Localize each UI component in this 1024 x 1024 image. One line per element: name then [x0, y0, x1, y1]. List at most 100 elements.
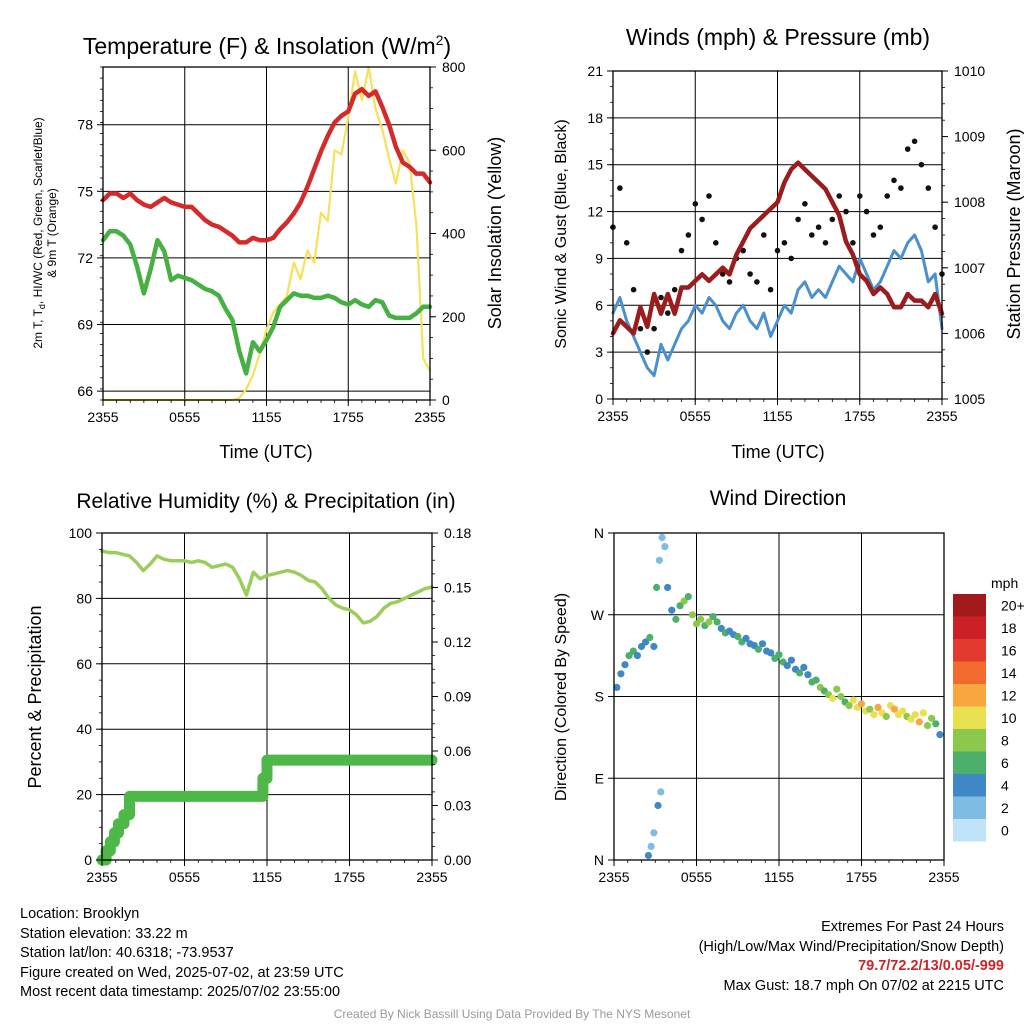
- direction-point: [849, 696, 857, 704]
- y-tick-label: 80: [76, 590, 92, 606]
- x-tick-label: 1155: [764, 869, 794, 885]
- extremes-info: Extremes For Past 24 Hours (High/Low/Max…: [699, 918, 1004, 996]
- y-tick-label: 6: [595, 297, 603, 313]
- colorbar-title: mph: [991, 575, 1018, 591]
- colorbar-swatch: [953, 751, 986, 774]
- precipitation-line: [96, 754, 438, 866]
- gust-point: [843, 208, 849, 215]
- y-tick-label: E: [595, 770, 604, 786]
- temperature-line: [100, 86, 433, 245]
- humidity-ticks: 2355 0555 1155 1755 23550204060801000.000.03…: [69, 525, 472, 885]
- x-tick-label: 2355: [87, 409, 118, 425]
- svg-text:& 9m T (Orange): & 9m T (Orange): [45, 188, 59, 278]
- direction-point: [754, 645, 763, 653]
- direction-point: [697, 615, 705, 623]
- gust-point: [809, 232, 815, 238]
- direction-point: [672, 615, 680, 623]
- x-tick-label: 1155: [251, 409, 281, 425]
- y-tick-label: 40: [76, 721, 92, 737]
- colorbar-swatch: [953, 594, 986, 617]
- gust-point: [671, 286, 678, 293]
- direction-point: [709, 613, 717, 621]
- x-tick-label: 1155: [762, 408, 792, 424]
- direction-point: [644, 851, 653, 860]
- gust-point: [644, 349, 651, 355]
- direction-point: [874, 703, 882, 712]
- wind-speed-line: [611, 233, 944, 378]
- extremes-values: 79.7/72.2/13/0.05/-999: [858, 958, 1004, 975]
- gust-point: [891, 177, 897, 184]
- y-right-tick-label: 400: [442, 226, 466, 242]
- y-right-tick-label: 0.03: [444, 798, 471, 814]
- svg-text:2m T, Td, HI/WC (Red, Green, S: 2m T, Td, HI/WC (Red, Green, Scarlet/Blu…: [31, 117, 47, 348]
- colorbar-label: 2: [1001, 800, 1009, 816]
- station-latlon: Station lat/lon: 40.6318; -73.9537: [20, 945, 234, 962]
- station-info: Location: Brooklyn Station elevation: 33…: [20, 905, 344, 1003]
- pressure-line: [610, 160, 945, 336]
- y-tick-label: 9: [595, 250, 603, 266]
- y-tick-label: S: [595, 689, 604, 705]
- direction-point: [713, 618, 721, 626]
- gust-point: [754, 279, 760, 285]
- x-tick-label: 1755: [844, 408, 875, 424]
- temperature-left-axis-label: 2m T, Td, HI/WC (Red, Green, Scarlet/Blu…: [31, 117, 59, 348]
- gust-point: [747, 271, 753, 277]
- gust-point: [795, 216, 801, 223]
- gust-point: [699, 216, 705, 223]
- y-tick-label: 21: [587, 63, 603, 79]
- winds-series: [610, 138, 945, 378]
- colorbar-swatch: [953, 684, 986, 707]
- gust-point: [685, 232, 692, 238]
- winds-right-axis-label: Station Pressure (Maroon): [1004, 128, 1024, 339]
- gust-point: [815, 224, 822, 230]
- humidity-grid: [101, 532, 433, 861]
- y-tick-label: 18: [587, 110, 603, 126]
- y-tick-label: 78: [77, 117, 93, 133]
- y-right-tick-label: 800: [442, 59, 466, 75]
- gust-point: [911, 138, 918, 145]
- direction-point: [664, 583, 672, 592]
- temperature-right-axis-label: Solar Insolation (Yellow): [485, 137, 505, 329]
- y-right-tick-label: 600: [442, 142, 466, 158]
- y-tick-label: N: [594, 525, 604, 541]
- gust-point: [740, 247, 746, 254]
- direction-panel-title: Wind Direction: [710, 487, 847, 510]
- temperature-grid: [102, 67, 431, 400]
- direction-point: [668, 606, 676, 614]
- humidity-line: [100, 549, 434, 625]
- colorbar-label: 4: [1001, 777, 1009, 793]
- gust-point: [678, 247, 685, 254]
- winds-panel-title: Winds (mph) & Pressure (mb): [626, 24, 930, 50]
- colorbar-label: 0: [1001, 822, 1009, 838]
- y-tick-label: N: [594, 852, 604, 868]
- y-tick-label: W: [591, 607, 605, 623]
- y-right-tick-label: 1006: [954, 325, 985, 341]
- direction-point: [684, 593, 692, 601]
- direction-point: [837, 692, 845, 701]
- direction-point: [742, 634, 750, 643]
- extremes-subheading: (High/Low/Max Wind/Precipitation/Snow De…: [698, 938, 1004, 955]
- x-tick-label: 1755: [333, 409, 364, 425]
- insolation-line: [101, 65, 432, 402]
- x-tick-label: 2355: [598, 869, 629, 885]
- humidity-series: [96, 549, 438, 866]
- recent-timestamp: Most recent data timestamp: 2025/07/02 2…: [20, 984, 341, 1001]
- direction-point: [919, 709, 928, 717]
- gust-point: [788, 255, 794, 262]
- gust-point: [617, 185, 623, 191]
- x-tick-label: 2355: [86, 869, 117, 885]
- direction-point: [923, 722, 932, 730]
- gust-point: [870, 232, 877, 238]
- x-tick-label: 0555: [169, 409, 200, 425]
- gust-point: [898, 185, 904, 191]
- colorbar-swatch: [953, 729, 986, 752]
- gust-point: [850, 240, 856, 246]
- gust-point: [767, 286, 774, 293]
- y-right-tick-label: 0.18: [444, 525, 471, 541]
- gust-point: [706, 193, 712, 199]
- extremes-heading: Extremes For Past 24 Hours: [821, 919, 1004, 935]
- x-tick-label: 2355: [597, 408, 628, 424]
- temperature-ticks: 2355 0555 1155 1755 2355 66 69 72 75 78 0 200 400 600…: [77, 59, 465, 425]
- colorbar-label: 8: [1001, 732, 1009, 748]
